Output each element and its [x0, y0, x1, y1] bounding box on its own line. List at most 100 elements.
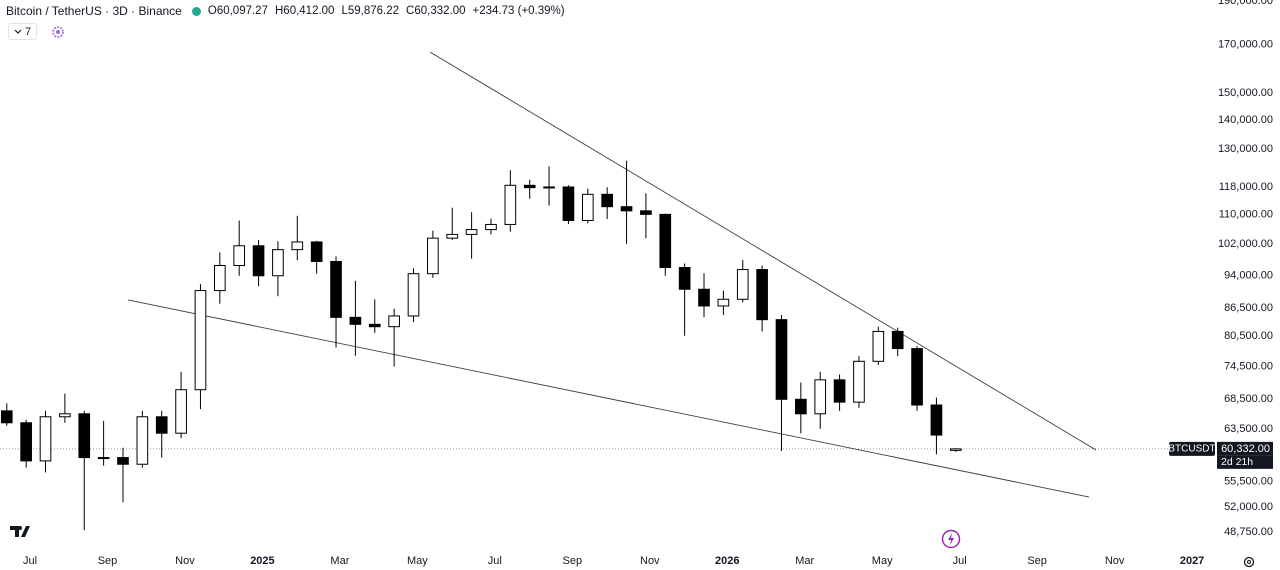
candle-body	[407, 273, 420, 317]
last-price-tag-bg	[1217, 441, 1273, 456]
x-tick-label: May	[407, 555, 428, 567]
y-tick-label: 130,000.00	[1218, 143, 1273, 155]
candle-body	[39, 416, 52, 462]
x-tick-label: Mar	[330, 555, 349, 567]
candle-body	[330, 260, 342, 318]
ohlc-value: 60,412.00	[283, 5, 335, 17]
candle-body	[678, 267, 691, 290]
candle-body	[640, 210, 652, 215]
candle-body	[795, 398, 807, 415]
candle-body	[698, 288, 710, 307]
ohlc-high: H60,412.00	[275, 5, 334, 17]
candle-body	[213, 264, 226, 292]
candle-body	[872, 330, 885, 362]
y-tick-label: 63,500.00	[1224, 423, 1273, 435]
candle-body	[272, 249, 284, 277]
settings-icon-core	[1247, 560, 1251, 564]
candle-body	[930, 404, 943, 436]
candle-body	[233, 245, 246, 266]
ohlc-prefix: H	[274, 5, 284, 17]
settings-icon[interactable]	[1243, 556, 1255, 568]
candle-body	[523, 184, 536, 189]
candle-body	[446, 233, 459, 239]
y-tick-label: 86,500.00	[1224, 302, 1273, 314]
candle-body	[427, 237, 439, 275]
ohlc-value: 59,876.22	[347, 5, 400, 17]
x-tick-label: 2026	[715, 555, 739, 567]
x-tick-label: 2025	[250, 555, 274, 567]
candle-body	[891, 330, 904, 350]
y-tick-label: 170,000.00	[1218, 38, 1273, 50]
y-tick-label: 52,000.00	[1224, 501, 1273, 513]
candle-body	[368, 323, 381, 328]
candle-body	[78, 413, 91, 459]
x-tick-label: Nov	[640, 555, 660, 567]
symbol-title[interactable]: Bitcoin / TetherUS · 3D · Binance	[6, 4, 182, 18]
y-tick-label: 94,000.00	[1224, 270, 1273, 282]
x-tick-label: Jul	[23, 555, 37, 567]
chevron	[14, 29, 22, 34]
candle-body	[349, 316, 362, 325]
y-tick-label: 140,000.00	[1218, 114, 1273, 126]
y-tick-label: 118,000.00	[1219, 181, 1273, 193]
x-tick-label: Jul	[488, 555, 502, 567]
x-tick-label: Nov	[175, 555, 195, 567]
alert-bolt	[948, 533, 954, 545]
candle-body	[136, 416, 149, 465]
indicators-toggle[interactable]: 7	[8, 23, 38, 40]
ohlc-open: O60,097.27	[208, 5, 268, 17]
y-tick-label: 80,500.00	[1224, 330, 1273, 342]
ohlc-change: +234.73 (+0.39%)	[472, 5, 565, 17]
candle-body	[833, 379, 846, 403]
candle-body	[620, 206, 633, 212]
indicator-count: 7	[25, 25, 32, 38]
plot	[0, 51, 1170, 531]
y-tick-label: 68,500.00	[1224, 393, 1273, 405]
y-tick-label: 74,500.00	[1224, 360, 1273, 372]
candle-body	[485, 223, 497, 231]
candle-body	[0, 410, 13, 424]
candle-body	[291, 241, 304, 251]
candle-body	[814, 379, 827, 415]
market-status	[191, 6, 201, 16]
x-tick-label: 2027	[1180, 555, 1204, 567]
x-tick-label: Sep	[98, 555, 118, 567]
candle-body	[117, 457, 129, 465]
symbol-tag-bg	[1169, 441, 1215, 456]
candle-body	[659, 213, 672, 269]
candle-body	[911, 348, 923, 406]
indicator-icon[interactable]	[51, 25, 65, 39]
logo-dot	[18, 526, 22, 530]
candle-body	[853, 360, 865, 403]
candle-body	[949, 448, 962, 451]
y-tick-label: 110,000.00	[1219, 208, 1273, 220]
candle-body	[388, 315, 400, 328]
alert-icon[interactable]	[941, 529, 961, 549]
x-tick-label: Sep	[1027, 555, 1047, 567]
x-tick-label: Mar	[795, 555, 814, 567]
ohlc-value: 60,097.27	[216, 5, 268, 17]
indicator-row: 7	[8, 23, 65, 40]
x-tick-label: May	[872, 555, 893, 567]
candle-body	[310, 241, 323, 262]
candle-body	[194, 290, 207, 391]
logo	[10, 526, 30, 537]
countdown-bg	[1217, 455, 1273, 469]
candle-body	[252, 245, 265, 277]
legend: Bitcoin / TetherUS · 3D · Binance O60,09…	[6, 4, 568, 18]
candle-body	[756, 269, 768, 321]
symbol-tag: BTCUSDT	[1168, 443, 1215, 454]
y-tick-label: 102,000.00	[1218, 238, 1273, 250]
candle-body	[601, 193, 614, 208]
x-tick-label: Nov	[1105, 555, 1125, 567]
ohlc-value: 60,332.00	[414, 5, 466, 17]
countdown-label: 2d 21h	[1221, 456, 1253, 468]
candle-body	[59, 413, 71, 418]
ohlc-low: L59,876.22	[341, 5, 399, 17]
candle-body	[465, 229, 478, 235]
x-tick-label: Sep	[563, 555, 583, 567]
ohlc-prefix: L	[341, 5, 348, 17]
y-tick-label: 150,000.00	[1218, 87, 1273, 99]
